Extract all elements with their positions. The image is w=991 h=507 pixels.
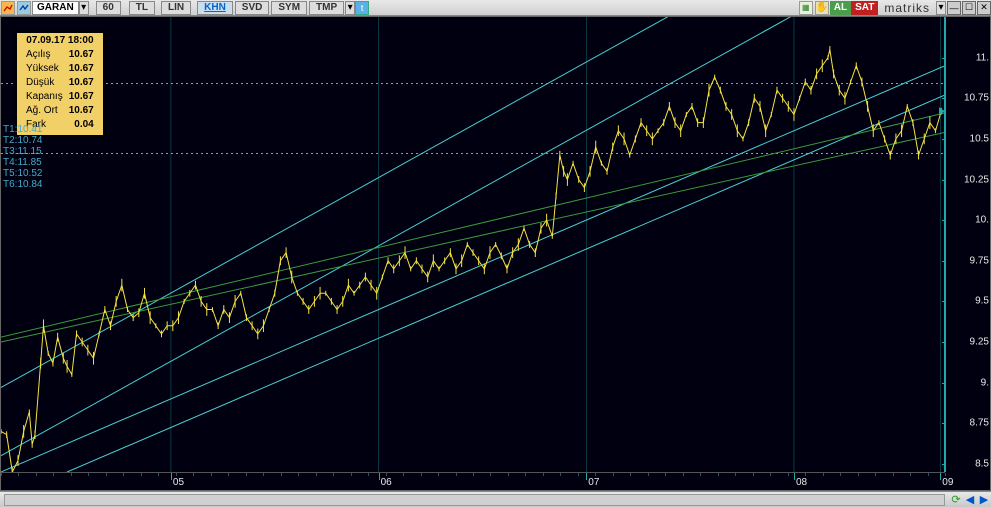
minimize-button[interactable]: — [947,1,961,15]
x-axis-label: 05 [173,477,184,488]
ohlc-info-box: 07.09.17 18:00 Açılış10.67 Yüksek10.67 Düş… [15,31,105,137]
x-axis-label: 09 [942,477,953,488]
x-axis-label: 06 [381,477,392,488]
maximize-button[interactable]: ☐ [962,1,976,15]
chart-area[interactable]: 07.09.17 18:00 Açılış10.67 Yüksek10.67 Düş… [1,17,945,472]
y-axis-label: 9.5 [975,296,989,307]
trend-level: T5:10.52 [3,168,42,179]
trend-level: T1:10.41 [3,124,42,135]
info-row: Kapanış10.67 [24,91,96,103]
y-axis-label: 10. [975,215,989,226]
x-axis: 0506070809 [1,472,945,490]
y-axis-label: 9.25 [970,337,989,348]
tmp-dropdown-arrow[interactable]: ▾ [345,1,355,15]
toolbar-btn-tmp[interactable]: TMP [309,1,344,15]
trend-level: T6:10.84 [3,179,42,190]
scroll-left-icon[interactable]: ◀ [963,493,977,507]
excel-icon[interactable]: ▦ [799,1,813,15]
chart-container: 07.09.17 18:00 Açılış10.67 Yüksek10.67 Düş… [0,16,991,491]
hand-icon[interactable]: ✋ [815,1,829,15]
info-row: Ağ. Ort10.67 [24,105,96,117]
y-axis-label: 9.75 [970,255,989,266]
time-scrollbar[interactable] [4,494,945,506]
toolbar-btn-svd[interactable]: SVD [235,1,270,15]
interval-button[interactable]: 60 [96,1,121,15]
y-axis-label: 11. [976,52,989,63]
y-axis: 8.5 8.75 9. 9.25 9.5 9.75 10. 10.25 10.5 10.75 11. [945,17,990,472]
info-row: Düşük10.67 [24,77,96,89]
symbol-dropdown-arrow[interactable]: ▾ [79,1,89,15]
trend-level: T4:11.85 [3,157,42,168]
top-toolbar: GARAN ▾ 60 TL LIN KHN SVD SYM TMP ▾ t ▦ … [0,0,991,16]
twitter-icon[interactable]: t [355,1,369,15]
info-row: Yüksek10.67 [24,63,96,75]
info-row: Açılış10.67 [24,49,96,61]
toolbar-btn-tl[interactable]: TL [129,1,155,15]
trend-level-labels: T1:10.41T2:10.74T3:11.15T4:11.85T5:10.52… [3,124,42,190]
y-axis-label: 10.75 [964,93,989,104]
buy-button[interactable]: AL [830,1,851,15]
bottom-bar: ⟳ ◀ ▶ [0,491,991,507]
chart2-icon[interactable] [17,1,31,15]
brand-logo: matriks [878,1,936,15]
y-axis-label: 8.75 [970,418,989,429]
sell-button[interactable]: SAT [851,1,878,15]
x-axis-label: 07 [588,477,599,488]
menu-dropdown[interactable]: ▾ [936,1,946,15]
scroll-right-icon[interactable]: ▶ [977,493,991,507]
symbol-input[interactable]: GARAN [32,1,79,15]
info-table: Açılış10.67 Yüksek10.67 Düşük10.67 Kapanış1… [22,47,98,133]
info-datetime: 07.09.17 18:00 [22,35,98,47]
y-axis-label: 10.25 [964,174,989,185]
y-axis-label: 9. [981,377,989,388]
y-axis-label: 10.5 [970,133,989,144]
refresh-icon[interactable]: ⟳ [949,493,963,507]
chart-icon[interactable] [1,1,15,15]
toolbar-btn-lin[interactable]: LIN [161,1,191,15]
x-axis-label: 08 [796,477,807,488]
trend-level: T3:11.15 [3,146,42,157]
trend-level: T2:10.74 [3,135,42,146]
toolbar-btn-sym[interactable]: SYM [271,1,307,15]
toolbar-btn-khn[interactable]: KHN [197,1,233,15]
y-axis-label: 8.5 [975,458,989,469]
close-button[interactable]: ✕ [977,1,991,15]
window-controls: — ☐ ✕ [946,1,991,15]
